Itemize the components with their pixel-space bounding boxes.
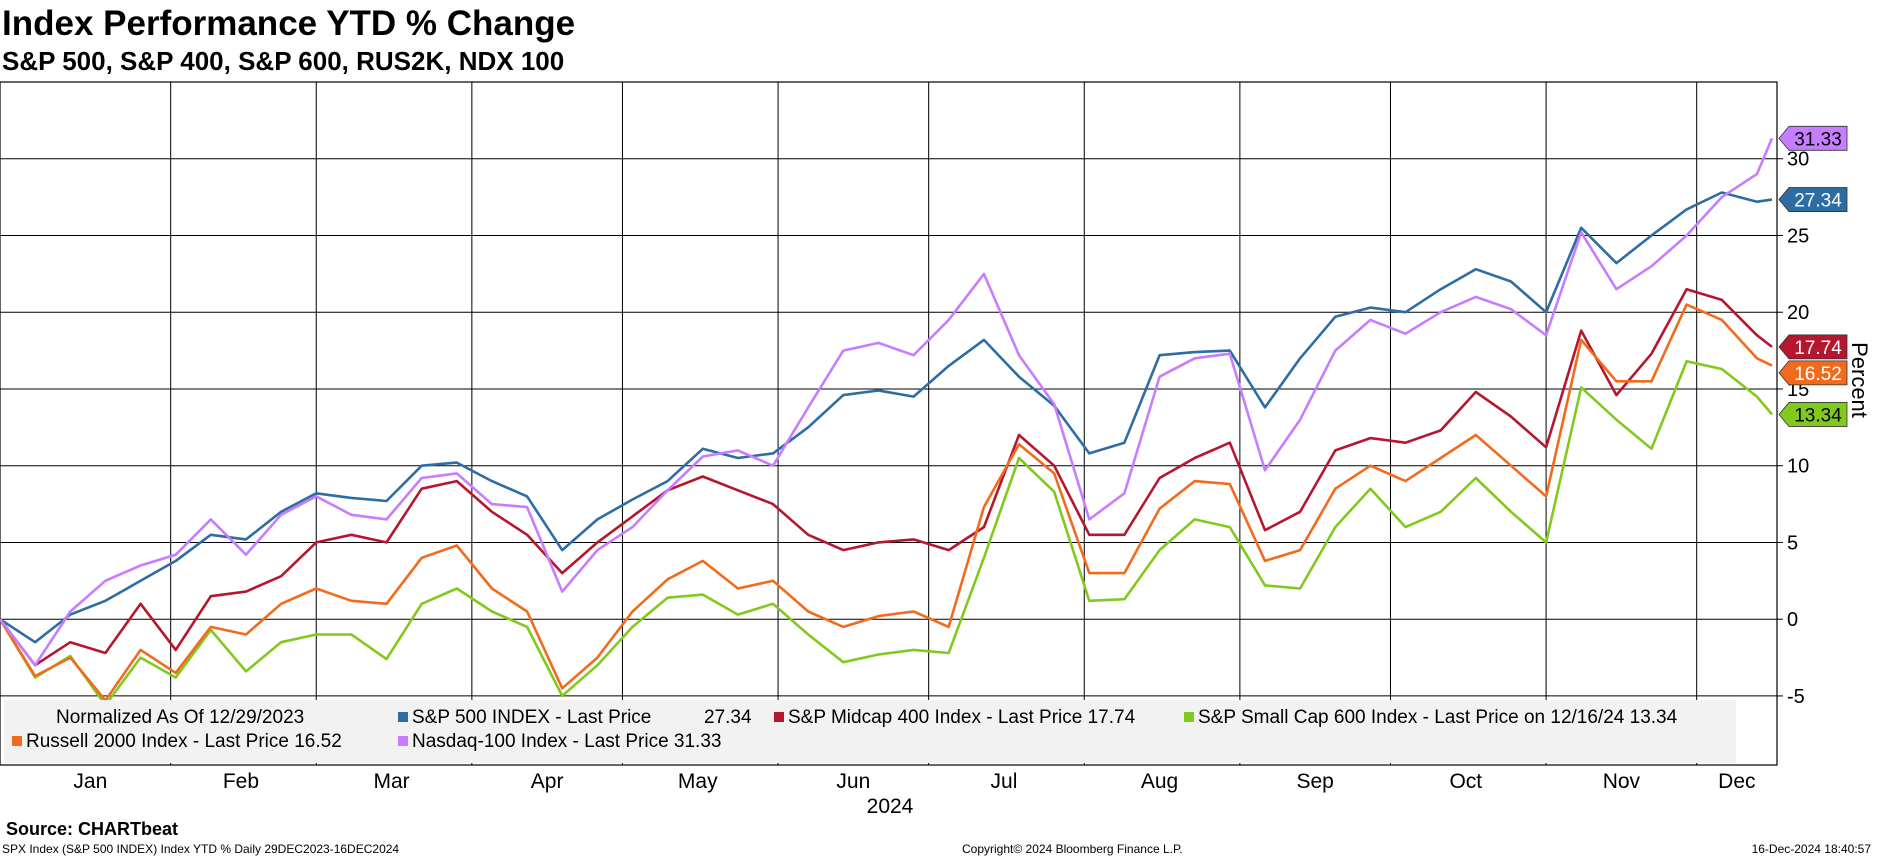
x-axis-label: 2024: [867, 795, 914, 818]
last-value-text-nasdaq-100-index: 31.33: [1794, 129, 1842, 150]
x-tick-label: Apr: [531, 770, 564, 793]
series-line-s-p-midcap-400-index: [0, 287, 1773, 667]
chart-subtitle: S&P 500, S&P 400, S&P 600, RUS2K, NDX 10…: [2, 46, 565, 76]
y-tick-label: 30: [1787, 149, 1809, 171]
grid-lines: [0, 81, 1778, 766]
last-value-tag-russell-2000-index: [1778, 360, 1848, 386]
x-tick-label: Jun: [836, 770, 870, 793]
series-lines: [0, 137, 1774, 707]
last-value-tag-nasdaq-100-index: [1778, 125, 1848, 151]
x-tick-label: Aug: [1141, 770, 1178, 793]
x-axis: Jan Feb Mar Apr May Jun Jul Aug Sep Oct Nov Dec: [73, 770, 1755, 793]
series-line-s-p-500-index: [0, 191, 1773, 644]
series-line-russell-2000-index: [0, 303, 1773, 702]
y-tick-label: 0: [1787, 609, 1798, 631]
legend-item-smallcap600: S&P Small Cap 600 Index - Last Price on …: [1184, 707, 1677, 729]
x-tick-label: Oct: [1449, 770, 1482, 793]
legend-label-russell2000: Russell 2000 Index - Last Price 16.52: [26, 731, 342, 752]
legend-item-midcap400: S&P Midcap 400 Index - Last Price 17.74: [774, 707, 1135, 729]
last-value-text-s-p-small-cap-600-index: 13.34: [1794, 405, 1842, 426]
plot-frame: [0, 81, 1778, 766]
footer-timestamp: 16-Dec-2024 18:40:57: [1751, 842, 1871, 856]
y-axis-label: Percent: [1847, 342, 1872, 418]
legend-swatch-russell2000: [12, 736, 22, 746]
last-value-tag-s-p-midcap-400-index: [1778, 334, 1848, 360]
legend-swatch-midcap400: [774, 712, 784, 722]
footer-ticker-info: SPX Index (S&P 500 INDEX) Index YTD % Da…: [2, 842, 400, 856]
x-tick-label: Sep: [1296, 770, 1333, 793]
legend-normalized-note: Normalized As Of 12/29/2023: [56, 707, 305, 728]
x-tick-label: Feb: [223, 770, 259, 793]
y-tick-label: 25: [1787, 225, 1809, 247]
last-value-text-s-p-500-index: 27.34: [1794, 191, 1842, 212]
x-tick-label: Dec: [1718, 770, 1755, 793]
legend-label-nasdaq100: Nasdaq-100 Index - Last Price 31.33: [412, 731, 722, 752]
x-tick-label: Jan: [73, 770, 107, 793]
legend-label-midcap400: S&P Midcap 400 Index - Last Price 17.74: [788, 707, 1136, 728]
x-tick-label: Nov: [1603, 770, 1641, 793]
last-value-tag-s-p-small-cap-600-index: [1778, 402, 1848, 427]
last-value-tags: 31.33 27.34 17.74 16.52 13.34: [1778, 125, 1848, 427]
y-tick-label: 5: [1787, 532, 1798, 554]
chart-title: Index Performance YTD % Change: [2, 4, 576, 43]
x-tick-label: Jul: [991, 770, 1018, 793]
series-line-s-p-small-cap-600-index: [0, 359, 1773, 707]
y-tick-label: -5: [1787, 686, 1805, 708]
legend-label-sp500: S&P 500 INDEX - Last Price: [412, 707, 652, 728]
last-value-text-s-p-midcap-400-index: 17.74: [1794, 338, 1842, 359]
y-tick-label: 20: [1787, 302, 1809, 324]
last-value-tag-s-p-500-index: [1778, 187, 1848, 212]
legend-swatch-nasdaq100: [398, 736, 408, 746]
series-line-nasdaq-100-index: [0, 137, 1774, 667]
legend-swatch-sp500: [398, 712, 408, 722]
source-note: Source: CHARTbeat: [6, 819, 179, 839]
legend-item-russell2000: Russell 2000 Index - Last Price 16.52: [12, 731, 342, 753]
y-tick-label: 10: [1787, 456, 1809, 478]
footer-copyright: Copyright© 2024 Bloomberg Finance L.P.: [962, 842, 1183, 856]
last-value-text-russell-2000-index: 16.52: [1794, 364, 1842, 385]
x-tick-label: Mar: [373, 770, 409, 793]
legend: Normalized As Of 12/29/2023 S&P 500 INDE…: [4, 700, 1736, 763]
legend-swatch-smallcap600: [1184, 712, 1194, 722]
legend-label-smallcap600: S&P Small Cap 600 Index - Last Price on …: [1198, 707, 1678, 728]
x-tick-label: May: [678, 770, 718, 793]
legend-item-sp500: S&P 500 INDEX - Last Price: [398, 707, 651, 729]
legend-item-nasdaq100: Nasdaq-100 Index - Last Price 31.33: [398, 731, 721, 753]
legend-value-sp500: 27.34: [704, 707, 752, 728]
